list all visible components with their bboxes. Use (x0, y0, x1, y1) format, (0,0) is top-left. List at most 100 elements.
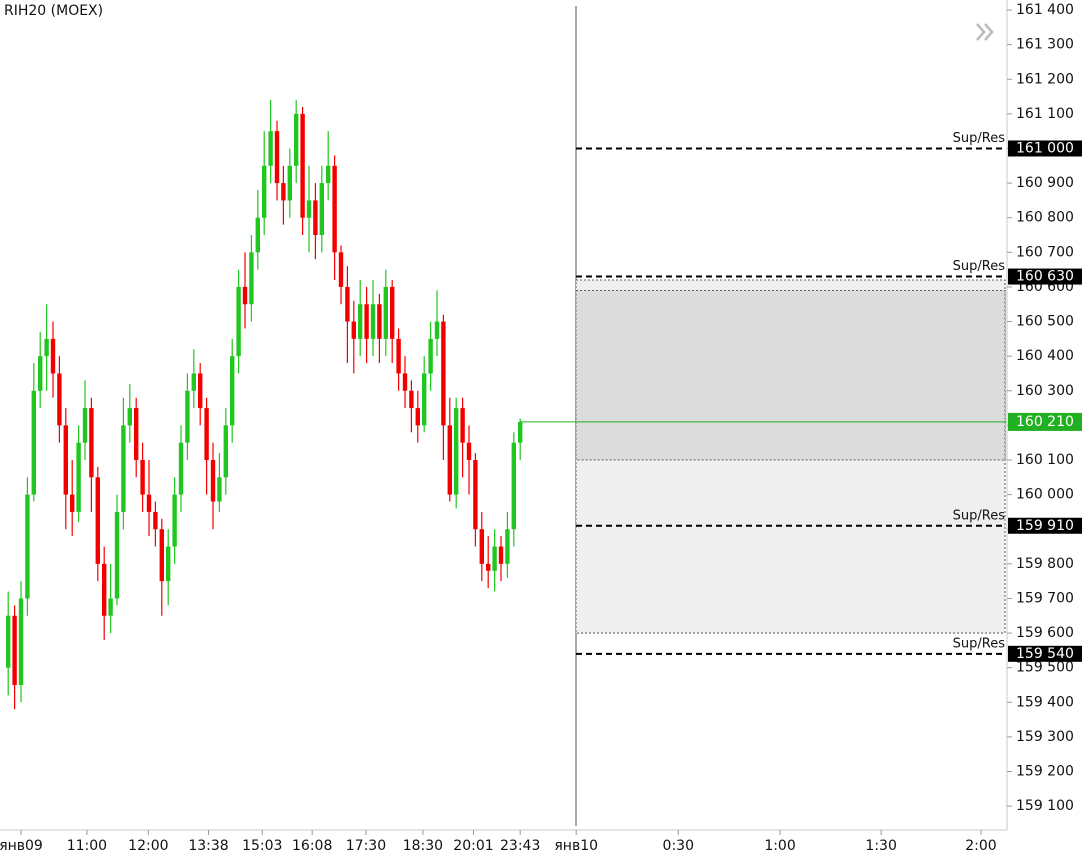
level-value: 159 910 (1016, 518, 1074, 534)
y-tick-label: 160 700 (1016, 244, 1074, 260)
x-tick-label: 16:08 (292, 838, 332, 854)
x-tick-label: янв10 (554, 838, 598, 854)
candle-body (377, 304, 382, 339)
candle-body (18, 598, 24, 685)
candle-body (166, 546, 171, 582)
y-tick-label: 159 300 (1016, 729, 1074, 745)
candle-body (140, 459, 145, 495)
candle-body (326, 165, 331, 184)
candle-body (262, 165, 267, 218)
candle-body (396, 338, 401, 374)
candle-body (134, 408, 139, 460)
candle-body (31, 390, 36, 495)
candle-body (486, 563, 491, 571)
candle-body (6, 615, 11, 668)
candle-body (511, 442, 516, 530)
x-tick-label: 11:00 (67, 838, 107, 854)
x-tick-label: янв09 (0, 838, 43, 854)
x-tick-label: 23:43 (500, 838, 540, 854)
candle-body (313, 200, 318, 236)
y-tick-label: 160 000 (1016, 487, 1074, 503)
candle-body (63, 425, 68, 495)
candle-body (217, 477, 222, 502)
plot (6, 100, 1082, 710)
candle-body (492, 546, 497, 571)
candle-body (204, 408, 209, 460)
candle-body (415, 408, 420, 426)
candle-body (345, 286, 350, 322)
candle-body (172, 494, 177, 547)
candle-body (300, 113, 305, 218)
candle-body (25, 494, 30, 599)
candle-body (447, 425, 452, 495)
expand-icon[interactable] (976, 23, 994, 41)
candle-body (306, 200, 312, 218)
candle-body (268, 131, 273, 166)
y-tick-label: 159 100 (1016, 798, 1074, 814)
candle-body (70, 494, 75, 512)
level-name: Sup/Res (953, 259, 1006, 274)
level-box (1008, 645, 1082, 662)
x-tick-label: 20:01 (453, 838, 493, 854)
candle-body (12, 615, 17, 685)
candle-body (473, 459, 478, 530)
candle-body (185, 390, 190, 443)
y-tick-label: 161 200 (1016, 71, 1074, 87)
candle-body (479, 529, 484, 564)
candle-body (242, 286, 248, 305)
y-tick-label: 160 500 (1016, 314, 1074, 330)
candle-body (159, 529, 164, 582)
y-tick-label: 159 200 (1016, 764, 1074, 780)
candle-body (223, 425, 228, 478)
candle-body (287, 165, 292, 201)
x-tick-label: 13:38 (188, 838, 228, 854)
candle-body (121, 425, 126, 512)
y-tick-label: 160 300 (1016, 383, 1074, 399)
y-tick-label: 159 800 (1016, 556, 1074, 572)
y-tick-label: 159 600 (1016, 625, 1074, 641)
candle-body (383, 286, 388, 339)
x-tick-label: 17:30 (346, 838, 386, 854)
x-tick-label: 0:30 (663, 838, 694, 854)
candle-body (255, 217, 260, 253)
candle-body (402, 373, 408, 391)
candle-body (127, 408, 132, 426)
candle-body (505, 529, 510, 564)
candle-body (518, 421, 523, 443)
x-tick-label: 2:00 (965, 838, 996, 854)
y-tick-label: 161 300 (1016, 37, 1074, 53)
level-value: 161 000 (1016, 140, 1074, 156)
x-tick-label: 1:30 (865, 838, 896, 854)
candle-body (198, 373, 203, 409)
candle-body (50, 338, 56, 374)
level-name: Sup/Res (953, 636, 1006, 651)
candle-body (57, 373, 62, 426)
zone (575, 289, 1006, 461)
candle-body (370, 304, 376, 339)
candle-body (498, 546, 504, 564)
candle-body (230, 356, 235, 426)
candle-body (95, 477, 100, 564)
candle-body (153, 511, 158, 530)
candle-body (428, 338, 433, 374)
candle-body (454, 408, 459, 495)
y-tick-label: 160 900 (1016, 175, 1074, 191)
candle-body (44, 338, 49, 357)
candle-body (102, 563, 107, 616)
y-tick-label: 159 500 (1016, 660, 1074, 676)
candle-body (338, 252, 344, 287)
chart-title: RIH20 (MOEX) (4, 3, 103, 19)
candle-body (249, 252, 254, 305)
level-name: Sup/Res (953, 508, 1006, 523)
last-value: 160 210 (1016, 414, 1074, 430)
x-tick-label: 15:03 (242, 838, 282, 854)
candle-body (319, 183, 324, 236)
candle-body (332, 165, 337, 253)
y-tick-label: 160 400 (1016, 348, 1074, 364)
y-tick-label: 161 100 (1016, 106, 1074, 122)
x-tick-label: 18:30 (403, 838, 443, 854)
last-box (1008, 412, 1082, 431)
level-box (1008, 140, 1082, 157)
y-tick-label: 159 400 (1016, 694, 1074, 710)
